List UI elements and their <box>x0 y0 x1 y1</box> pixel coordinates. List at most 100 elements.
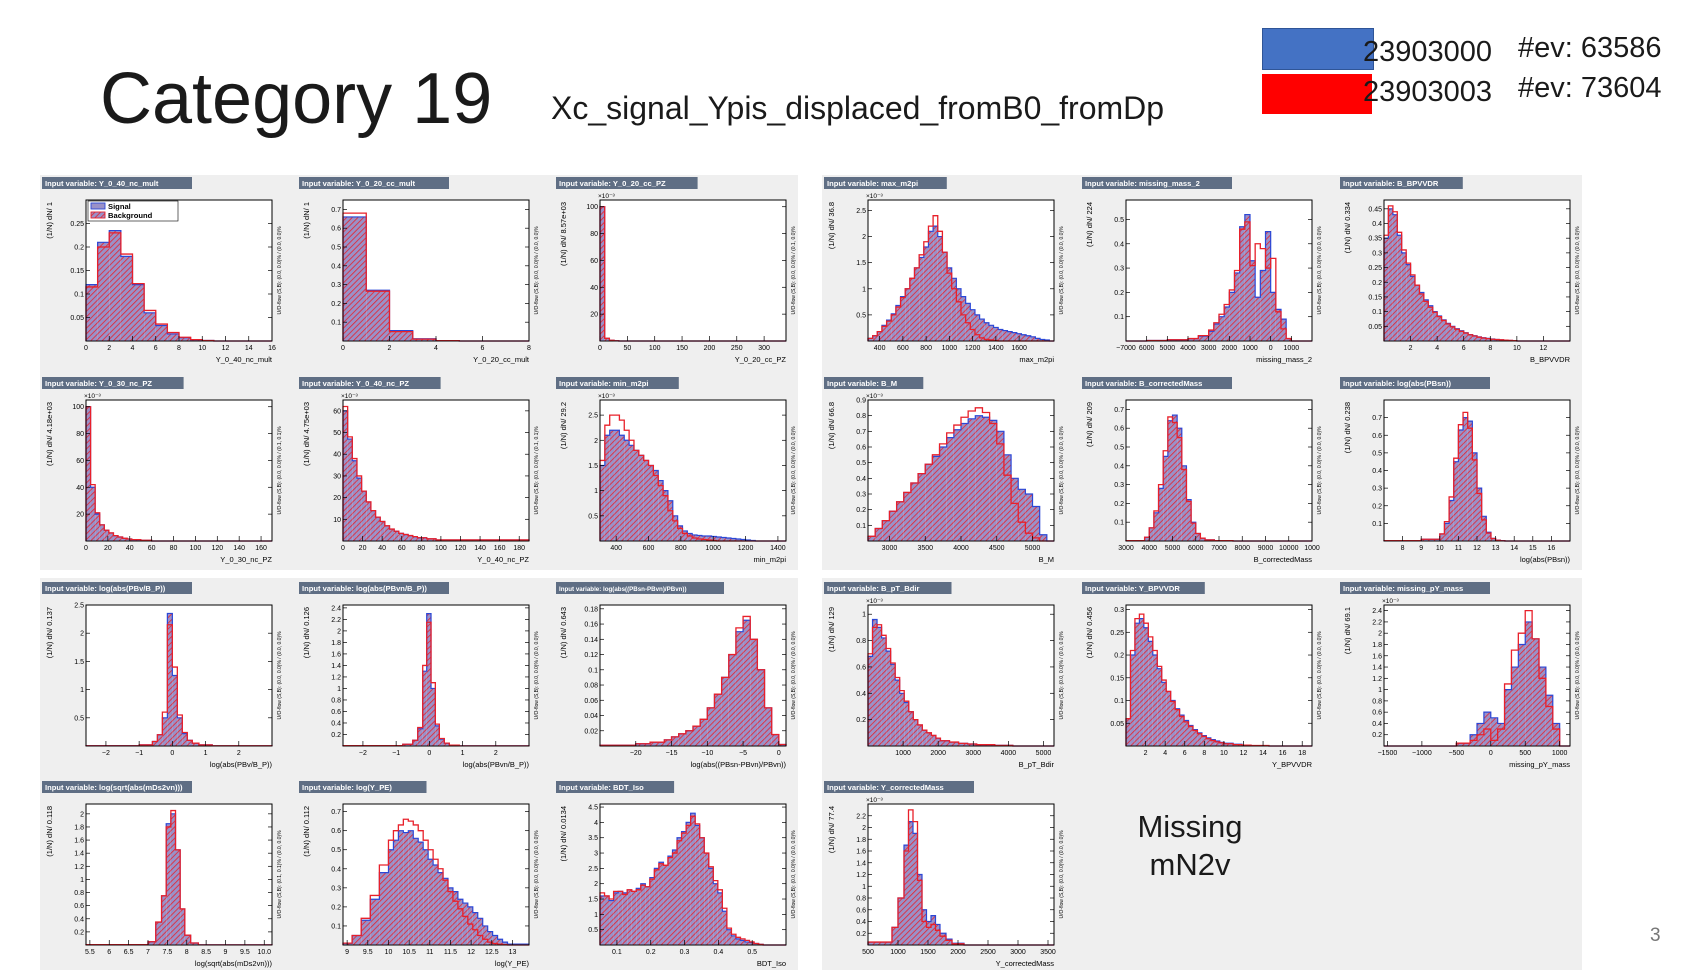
y-tick-label: 0.25 <box>70 221 84 228</box>
x-tick-label: 0.3 <box>680 949 690 956</box>
signal-bar <box>347 439 353 541</box>
signal-bar <box>1397 235 1402 341</box>
y-tick-label: 0.8 <box>1372 698 1382 705</box>
signal-bar <box>90 487 96 541</box>
x-tick-label: 100 <box>190 545 202 552</box>
y-tick-label: 0.4 <box>74 916 84 923</box>
signal-bar <box>1497 723 1505 746</box>
signal-bar <box>750 639 758 746</box>
x-tick-label: 5000 <box>1025 545 1041 552</box>
x-tick-label: 2 <box>1409 345 1413 352</box>
plot-title-tab <box>824 377 924 389</box>
plot-title-tab <box>1082 582 1205 594</box>
y-tick-label: 0.6 <box>1114 426 1124 433</box>
signal-bar <box>1139 618 1144 746</box>
signal-bar <box>435 725 440 746</box>
signal-bar <box>1188 338 1199 341</box>
plot-title-tab <box>1082 377 1232 389</box>
signal-bar <box>771 734 779 746</box>
y-tick-label: 0.2 <box>331 732 341 739</box>
signal-bar <box>1441 319 1447 341</box>
signal-bar <box>1463 417 1468 541</box>
plot-title-tab <box>824 781 974 793</box>
x-tick-label: 1000 <box>942 345 958 352</box>
signal-bar <box>600 465 605 541</box>
x-tick-label: 80 <box>417 545 425 552</box>
signal-bar <box>1518 644 1526 746</box>
x-tick-label: 16 <box>1548 545 1556 552</box>
inner-legend-background: Background <box>108 211 153 220</box>
signal-bar <box>757 669 765 746</box>
signal-bar <box>951 278 957 341</box>
plot-title: Input variable: missing_mass_2 <box>1085 179 1200 188</box>
background-outline <box>85 406 272 542</box>
signal-bar <box>658 862 664 945</box>
y-exponent: ×10⁻³ <box>598 193 615 200</box>
x-tick-label: 11.5 <box>444 949 457 956</box>
signal-bar <box>86 406 91 541</box>
signal-bar <box>477 918 483 945</box>
signal-bar <box>1388 208 1393 341</box>
signal-bar <box>482 925 488 945</box>
signal-bar <box>403 534 409 541</box>
signal-bar <box>919 257 924 341</box>
background-outline <box>599 615 787 746</box>
x-tick-label: 160 <box>494 545 506 552</box>
signal-bar <box>875 528 883 541</box>
signal-bar <box>891 313 896 341</box>
signal-bar <box>403 832 409 945</box>
y-tick-label: 0.1 <box>1372 521 1382 528</box>
signal-bar <box>937 236 943 341</box>
plot-title-tab <box>42 177 192 189</box>
x-axis-label: log(abs(PBvn/B_P)) <box>463 760 530 769</box>
signal-bar <box>913 719 918 746</box>
signal-bar <box>1197 732 1202 746</box>
plot-title-tab <box>299 582 449 594</box>
signal-bar <box>917 724 923 746</box>
plot-title-tab <box>824 177 947 189</box>
background-outline <box>342 405 530 541</box>
signal-bar <box>1504 689 1512 746</box>
signal-bar <box>1392 214 1398 341</box>
overflow-label: U/O-flow (S,B): (0.0, 0.0)% / (0.0, 0.0)… <box>1575 631 1581 720</box>
signal-bar <box>881 637 887 746</box>
signal-bar <box>1229 292 1235 341</box>
signal-bar <box>1539 667 1546 746</box>
signal-bar <box>1172 415 1178 541</box>
x-tick-label: 14 <box>1259 750 1267 757</box>
x-axis-label: Y_0_20_cc_PZ <box>735 355 787 364</box>
y-tick-label: 0.1 <box>1114 520 1124 527</box>
x-tick-label: 200 <box>704 345 716 352</box>
signal-bar <box>908 821 913 945</box>
overflow-label: U/O-flow (S,B): (0.0, 0.0)% / (0.0, 0.0)… <box>1575 226 1581 315</box>
y-axis-label: (1/N) dN/ 1 <box>45 202 54 239</box>
signal-bar <box>361 491 367 541</box>
x-tick-label: 10 <box>198 345 206 352</box>
y-axis-label: (1/N) dN/ 66.8 <box>827 402 836 449</box>
y-tick-label: 0.4 <box>1372 468 1382 475</box>
signal-bar <box>926 732 932 746</box>
y-tick-label: 0.25 <box>1110 630 1124 637</box>
x-tick-label: 80 <box>170 545 178 552</box>
signal-bar <box>648 465 654 541</box>
signal-bar <box>707 707 715 746</box>
signal-bar <box>1423 299 1429 341</box>
signal-bar <box>380 521 385 541</box>
x-tick-label: 120 <box>455 545 467 552</box>
x-tick-label: 800 <box>675 545 687 552</box>
signal-bar <box>1021 334 1027 341</box>
signal-bar <box>672 849 678 945</box>
signal-bar <box>1167 420 1173 541</box>
x-tick-label: 1000 <box>1552 750 1568 757</box>
histogram-18: Input variable: missing_pY_mass 0.2 0.4 0.6… <box>1340 582 1581 769</box>
signal-series <box>868 415 1047 541</box>
y-tick-label: 4 <box>594 820 598 827</box>
histogram-21: Input variable: BDT_Iso 0.5 1 1.5 2 2.5 3 3.5 4 4… <box>556 781 797 968</box>
signal-bar <box>931 915 936 945</box>
overflow-label: U/O-flow (S,B): (0.0, 0.0)% / (0.1, 0.0)… <box>791 226 797 315</box>
y-tick-label: 80 <box>590 231 598 238</box>
signal-bar <box>1186 499 1192 541</box>
x-tick-label: −20 <box>630 750 642 757</box>
signal-bar <box>375 517 381 541</box>
signal-bar <box>935 924 940 945</box>
